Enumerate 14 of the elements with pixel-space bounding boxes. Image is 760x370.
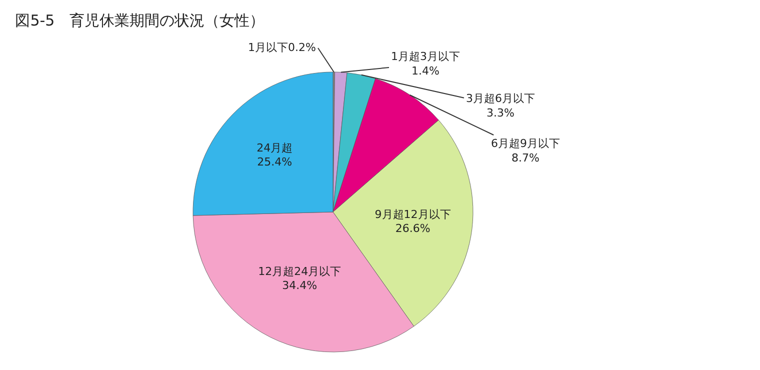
slice-label: 3月超6月以下 xyxy=(466,92,535,105)
slice-label: 1月超3月以下 xyxy=(391,50,460,63)
data-label: 34.4% xyxy=(282,279,318,292)
data-label: 25.4% xyxy=(257,156,292,169)
slice-label: 12月超24月以下 xyxy=(258,264,342,278)
data-label: 26.6% xyxy=(395,222,430,236)
data-label: 1.4% xyxy=(412,64,440,78)
slice-label: 1月以下0.2% xyxy=(248,41,316,54)
slice-label: 24月超 xyxy=(256,141,293,154)
slice-label: 9月超12月以下 xyxy=(374,208,451,221)
data-label: 3.3% xyxy=(486,106,514,120)
slice-label: 6月超9月以下 xyxy=(491,137,560,150)
chart-title: 図5-5 育児休業期間の状況（女性） xyxy=(15,11,265,30)
data-label: 8.7% xyxy=(512,151,540,164)
